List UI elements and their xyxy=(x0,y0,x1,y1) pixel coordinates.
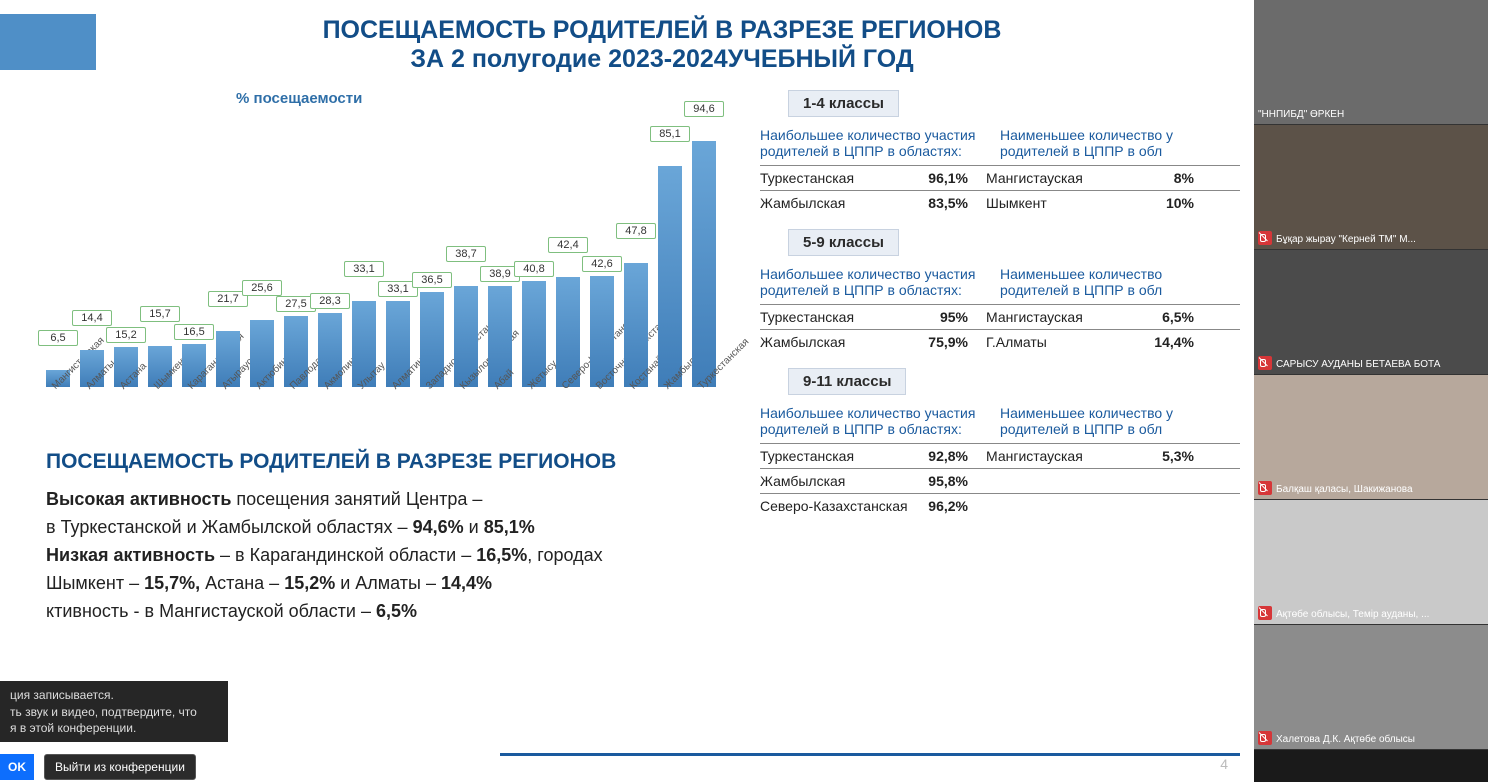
participant-tile[interactable]: Балқаш қаласы, Шакижанова xyxy=(1254,375,1488,500)
participant-name: Халетова Д.К. Ақтөбе облысы xyxy=(1258,734,1484,745)
participant-name: САРЫСУ АУДАНЫ БЕТАЕВА БОТА xyxy=(1258,359,1484,370)
panel-table: Туркестанская95%Мангистауская6,5%Жамбылс… xyxy=(760,304,1240,354)
bar-value-label: 33,1 xyxy=(344,261,384,277)
panel-header-most: Наибольшее количество участия родителей … xyxy=(760,266,1000,298)
corner-accent xyxy=(0,14,96,70)
table-row: Туркестанская92,8%Мангистауская5,3% xyxy=(760,443,1240,468)
table-row: Туркестанская96,1%Мангистауская8% xyxy=(760,165,1240,190)
bar-value-label: 15,7 xyxy=(140,306,180,322)
table-row: Северо-Казахстанская96,2% xyxy=(760,493,1240,518)
chart-subtitle: % посещаемости xyxy=(236,90,726,107)
bar-value-label: 85,1 xyxy=(650,126,690,142)
panel-table: Туркестанская92,8%Мангистауская5,3%Жамбы… xyxy=(760,443,1240,518)
bar-value-label: 36,5 xyxy=(412,272,452,288)
class-group-title: 5-9 классы xyxy=(788,229,899,256)
bar-value-label: 25,6 xyxy=(242,280,282,296)
bar-value-label: 94,6 xyxy=(684,101,724,117)
recording-notification: ция записывается. ть звук и видео, подтв… xyxy=(0,681,228,742)
bar-value-label: 42,6 xyxy=(582,256,622,272)
presentation-slide: ПОСЕЩАЕМОСТЬ РОДИТЕЛЕЙ В РАЗРЕЗЕ РЕГИОНО… xyxy=(0,0,1254,782)
notif-line: я в этой конференции. xyxy=(10,720,218,736)
bar xyxy=(692,141,716,387)
bar-value-label: 28,3 xyxy=(310,293,350,309)
participant-name: "ННПИБД" ӨРКЕН xyxy=(1258,109,1484,120)
class-level-panels: 1-4 классы Наибольшее количество участия … xyxy=(760,90,1240,532)
bar-value-label: 38,7 xyxy=(446,246,486,262)
slide-title-line2: ЗА 2 полугодие 2023-2024УЧЕБНЫЙ ГОД xyxy=(98,45,1226,74)
section-subhead: ПОСЕЩАЕМОСТЬ РОДИТЕЛЕЙ В РАЗРЕЗЕ РЕГИОНО… xyxy=(46,450,616,474)
bar-value-label: 6,5 xyxy=(38,330,78,346)
bar xyxy=(658,166,682,387)
bar-value-label: 15,2 xyxy=(106,327,146,343)
participant-tile[interactable]: Бұқар жырау "Керней ТМ" М... xyxy=(1254,125,1488,250)
summary-body: Высокая активность посещения занятий Цен… xyxy=(46,486,706,625)
ok-button[interactable]: OK xyxy=(0,754,34,780)
notif-line: ть звук и видео, подтвердите, что xyxy=(10,704,218,720)
table-row: Туркестанская95%Мангистауская6,5% xyxy=(760,304,1240,329)
bar-value-label: 42,4 xyxy=(548,237,588,253)
participant-name: Бұқар жырау "Керней ТМ" М... xyxy=(1258,234,1484,245)
participant-tile[interactable]: Ақтөбе облысы, Темір ауданы, ... xyxy=(1254,500,1488,625)
bar-value-label: 14,4 xyxy=(72,310,112,326)
class-group-title: 9-11 классы xyxy=(788,368,906,395)
panel-header-least: Наименьшее количество у родителей в ЦППР… xyxy=(1000,405,1240,437)
table-row: Жамбылская95,8% xyxy=(760,468,1240,493)
slide-title-line1: ПОСЕЩАЕМОСТЬ РОДИТЕЛЕЙ В РАЗРЕЗЕ РЕГИОНО… xyxy=(98,16,1226,45)
participant-tile[interactable]: "ННПИБД" ӨРКЕН xyxy=(1254,0,1488,125)
panel-header-most: Наибольшее количество участия родителей … xyxy=(760,127,1000,159)
bottom-controls: OK Выйти из конференции xyxy=(0,752,1254,782)
participant-tile[interactable]: Халетова Д.К. Ақтөбе облысы xyxy=(1254,625,1488,750)
panel-headers: Наибольшее количество участия родителей … xyxy=(760,127,1240,159)
panel-header-most: Наибольшее количество участия родителей … xyxy=(760,405,1000,437)
panel-header-least: Наименьшее количество у родителей в ЦППР… xyxy=(1000,127,1240,159)
bar-value-label: 47,8 xyxy=(616,223,656,239)
notif-line: ция записывается. xyxy=(10,687,218,703)
class-group-title: 1-4 классы xyxy=(788,90,899,117)
panel-headers: Наибольшее количество участия родителей … xyxy=(760,405,1240,437)
panel-table: Туркестанская96,1%Мангистауская8%Жамбылс… xyxy=(760,165,1240,215)
bar-value-label: 16,5 xyxy=(174,324,214,340)
table-row: Жамбылская75,9%Г.Алматы14,4% xyxy=(760,329,1240,354)
attendance-bar-chart: % посещаемости 6,5Мангистауская14,4Алмат… xyxy=(46,90,726,440)
participant-name: Ақтөбе облысы, Темір ауданы, ... xyxy=(1258,609,1484,620)
participants-sidebar: "ННПИБД" ӨРКЕН Бұқар жырау "Керней ТМ" М.… xyxy=(1254,0,1488,782)
participant-tile[interactable]: САРЫСУ АУДАНЫ БЕТАЕВА БОТА xyxy=(1254,250,1488,375)
participant-name: Балқаш қаласы, Шакижанова xyxy=(1258,484,1484,495)
panel-headers: Наибольшее количество участия родителей … xyxy=(760,266,1240,298)
table-row: Жамбылская83,5%Шымкент10% xyxy=(760,190,1240,215)
panel-header-least: Наименьшее количество родителей в ЦППР в… xyxy=(1000,266,1240,298)
bar-value-label: 40,8 xyxy=(514,261,554,277)
leave-conference-button[interactable]: Выйти из конференции xyxy=(44,754,196,780)
